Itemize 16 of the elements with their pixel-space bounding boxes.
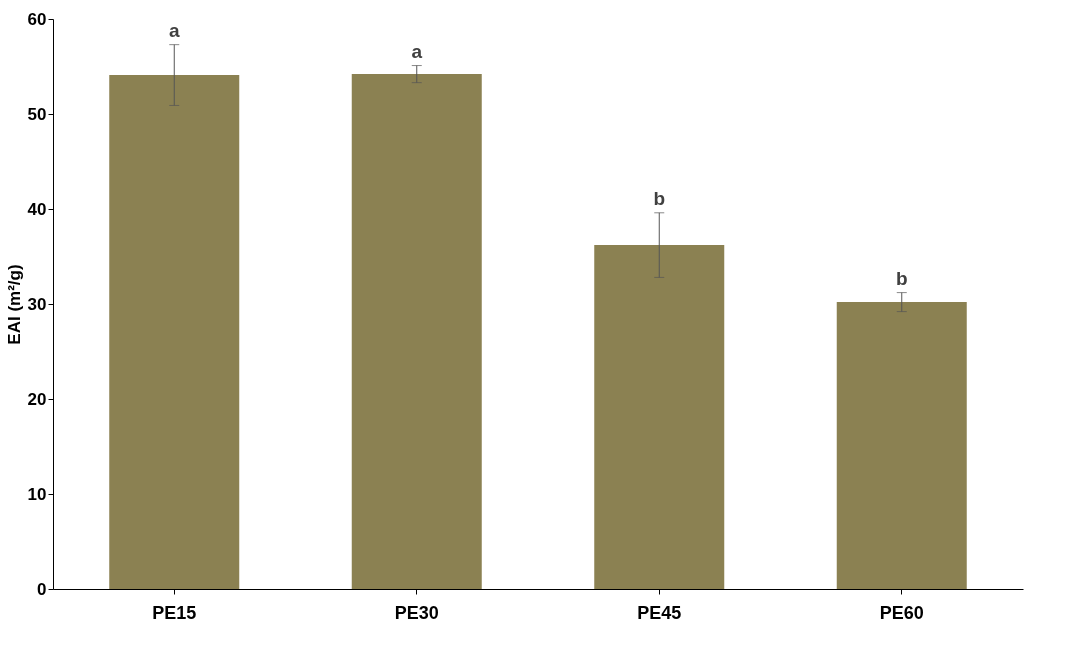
annotation: b <box>895 267 908 289</box>
annotation: a <box>411 40 423 62</box>
y-tick-label: 0 <box>37 579 47 599</box>
x-tick-label: PE30 <box>394 602 439 623</box>
y-tick-label: 30 <box>27 294 47 314</box>
x-tick-label: PE15 <box>152 602 197 623</box>
y-tick-label: 10 <box>27 484 47 504</box>
annotation: b <box>653 187 666 209</box>
y-tick-label: 60 <box>27 9 47 29</box>
annotation: a <box>168 19 180 41</box>
y-tick-label: 40 <box>27 199 47 219</box>
x-tick-label: PE45 <box>637 602 682 623</box>
y-axis-title: EAI (m²/g) <box>4 264 24 345</box>
x-tick-label: PE60 <box>879 602 924 623</box>
y-tick-label: 50 <box>27 104 47 124</box>
y-tick-label: 20 <box>27 389 47 409</box>
